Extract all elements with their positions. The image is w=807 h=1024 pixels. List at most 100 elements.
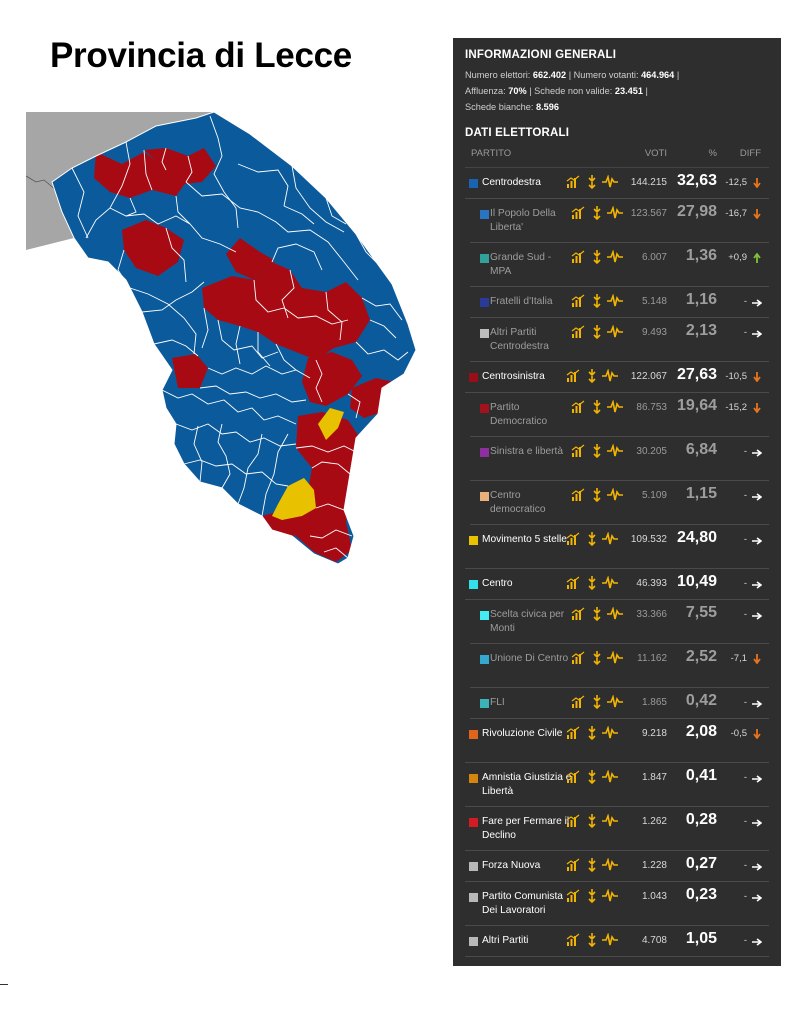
municipality-centrosinistra[interactable] [226,238,274,280]
trend-icon[interactable] [602,175,618,189]
party-row[interactable]: FLI 1.865 0,42 - [470,688,769,719]
trend-icon[interactable] [607,444,623,458]
party-row[interactable]: Centro 46.393 10,49 - [465,569,769,600]
swap-arrows-icon[interactable] [591,325,603,339]
row-action-icons[interactable] [571,294,625,308]
party-row[interactable]: Rivoluzione Civile 9.218 2,08 -0,5 [465,719,769,763]
party-row[interactable]: Fratelli d'Italia 5.148 1,16 - [470,287,769,318]
row-action-icons[interactable] [571,488,625,502]
swap-arrows-icon[interactable] [586,726,598,740]
chart-icon[interactable] [566,770,580,784]
party-row[interactable]: Sinistra e libertà 30.205 6,84 - [470,437,769,481]
party-row[interactable]: Partito Democratico 86.753 19,64 -15,2 [470,393,769,437]
swap-arrows-icon[interactable] [586,175,598,189]
swap-arrows-icon[interactable] [586,532,598,546]
province-map-svg[interactable] [26,112,418,567]
row-action-icons[interactable] [566,770,620,784]
chart-icon[interactable] [566,726,580,740]
trend-icon[interactable] [602,726,618,740]
chart-icon[interactable] [571,444,585,458]
trend-icon[interactable] [602,814,618,828]
chart-icon[interactable] [566,369,580,383]
trend-icon[interactable] [607,651,623,665]
row-action-icons[interactable] [571,206,625,220]
swap-arrows-icon[interactable] [586,933,598,947]
swap-arrows-icon[interactable] [591,651,603,665]
chart-icon[interactable] [566,933,580,947]
municipality-centrosinistra[interactable] [144,148,216,184]
trend-icon[interactable] [607,250,623,264]
municipality-centrosinistra[interactable] [172,354,208,388]
chart-icon[interactable] [571,250,585,264]
party-row[interactable]: Forza Nuova 1.228 0,27 - [465,851,769,882]
row-action-icons[interactable] [566,175,620,189]
row-action-icons[interactable] [571,250,625,264]
row-action-icons[interactable] [566,858,620,872]
row-action-icons[interactable] [571,444,625,458]
party-row[interactable]: Partito Comunista Dei Lavoratori 1.043 0,2… [465,882,769,926]
row-action-icons[interactable] [571,325,625,339]
swap-arrows-icon[interactable] [586,814,598,828]
swap-arrows-icon[interactable] [591,695,603,709]
province-map[interactable] [26,112,418,567]
row-action-icons[interactable] [566,814,620,828]
chart-icon[interactable] [571,294,585,308]
party-row[interactable]: Fare per Fermare il Declino 1.262 0,28 - [465,807,769,851]
chart-icon[interactable] [566,576,580,590]
swap-arrows-icon[interactable] [586,369,598,383]
trend-icon[interactable] [607,695,623,709]
trend-icon[interactable] [607,488,623,502]
swap-arrows-icon[interactable] [591,206,603,220]
row-action-icons[interactable] [566,933,620,947]
party-row[interactable]: Centro democratico 5.109 1,15 - [470,481,769,525]
party-row[interactable]: Amnistia Giustizia e Libertà 1.847 0,41 - [465,763,769,807]
swap-arrows-icon[interactable] [591,250,603,264]
trend-icon[interactable] [602,933,618,947]
chart-icon[interactable] [571,325,585,339]
party-row[interactable]: Unione Di Centro 11.162 2,52 -7,1 [470,644,769,688]
trend-icon[interactable] [607,294,623,308]
swap-arrows-icon[interactable] [591,294,603,308]
party-row[interactable]: Altri Partiti 4.708 1,05 - [465,926,769,957]
municipality-centrosinistra[interactable] [94,152,186,198]
chart-icon[interactable] [571,206,585,220]
party-row[interactable]: Centrodestra 144.215 32,63 -12,5 [465,168,769,199]
chart-icon[interactable] [571,607,585,621]
trend-icon[interactable] [607,325,623,339]
row-action-icons[interactable] [566,369,620,383]
swap-arrows-icon[interactable] [586,889,598,903]
swap-arrows-icon[interactable] [591,444,603,458]
swap-arrows-icon[interactable] [591,488,603,502]
municipality-centrosinistra[interactable] [302,352,362,406]
chart-icon[interactable] [566,814,580,828]
chart-icon[interactable] [566,532,580,546]
trend-icon[interactable] [602,532,618,546]
chart-icon[interactable] [566,175,580,189]
municipality-movimento-5-stelle[interactable] [272,478,316,520]
swap-arrows-icon[interactable] [591,607,603,621]
party-row[interactable]: Centrosinistra 122.067 27,63 -10,5 [465,362,769,393]
party-row[interactable]: Scelta civica per Monti 33.366 7,55 - [470,600,769,644]
swap-arrows-icon[interactable] [586,858,598,872]
trend-icon[interactable] [607,400,623,414]
party-row[interactable]: Il Popolo Della Liberta' 123.567 27,98 -16,… [470,199,769,243]
party-row[interactable]: Movimento 5 stelle 109.532 24,80 - [465,525,769,569]
party-row[interactable]: Grande Sud - MPA 6.007 1,36 +0,9 [470,243,769,287]
trend-icon[interactable] [607,607,623,621]
row-action-icons[interactable] [566,576,620,590]
trend-icon[interactable] [602,369,618,383]
row-action-icons[interactable] [571,400,625,414]
swap-arrows-icon[interactable] [586,576,598,590]
trend-icon[interactable] [602,889,618,903]
municipality-movimento-5-stelle[interactable] [318,408,344,440]
chart-icon[interactable] [566,889,580,903]
chart-icon[interactable] [571,651,585,665]
chart-icon[interactable] [571,695,585,709]
chart-icon[interactable] [566,858,580,872]
trend-icon[interactable] [602,576,618,590]
trend-icon[interactable] [602,770,618,784]
swap-arrows-icon[interactable] [586,770,598,784]
row-action-icons[interactable] [571,651,625,665]
municipality-centrosinistra[interactable] [122,220,184,276]
chart-icon[interactable] [571,488,585,502]
